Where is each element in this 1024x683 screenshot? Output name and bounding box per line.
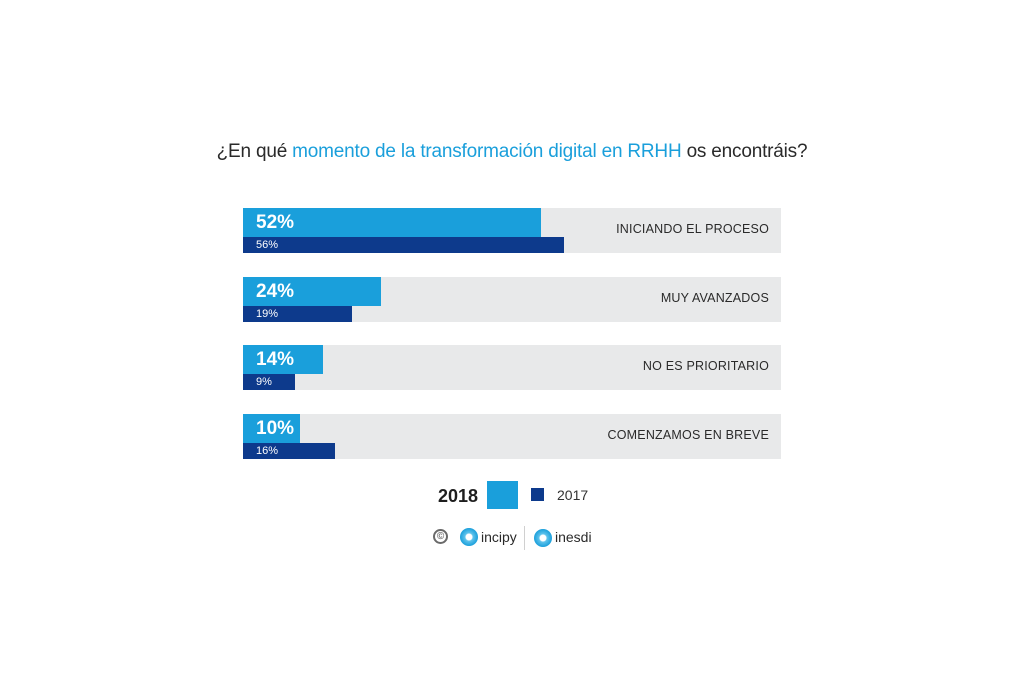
bar-2018: [243, 414, 300, 443]
incipy-logo-icon: [460, 528, 478, 546]
bar-2018: [243, 277, 381, 306]
copyright-icon: ©: [433, 529, 448, 544]
bar-track: [243, 345, 781, 390]
inesdi-logo-text: inesdi: [555, 529, 592, 545]
data-label-2018: 52%: [256, 212, 295, 233]
data-label-2018: 10%: [256, 418, 295, 439]
bar-chart: 52% 56% INICIANDO EL PROCESO 24% 19% MUY AVAN…: [243, 208, 781, 463]
bar-2018: [243, 208, 541, 237]
data-label-2017: 9%: [256, 376, 272, 388]
incipy-logo-text: incipy: [481, 529, 517, 545]
legend-label-2018: 2018: [438, 486, 479, 506]
bar-2017: [243, 443, 335, 459]
category-label: NO ES PRIORITARIO: [642, 359, 769, 373]
data-label-2017: 56%: [256, 239, 279, 251]
bar-2017: [243, 306, 352, 322]
legend-label-2017: 2017: [557, 487, 589, 503]
title-suffix: os encontráis?: [681, 141, 808, 162]
category-label: COMENZAMOS EN BREVE: [607, 428, 769, 442]
bar-2017: [243, 374, 295, 390]
bar-2017: [243, 237, 564, 253]
logo-divider: [524, 526, 525, 550]
data-label-2017: 16%: [256, 445, 279, 457]
category-label: MUY AVANZADOS: [660, 291, 769, 305]
data-label-2018: 14%: [256, 349, 295, 370]
chart-title: ¿En qué momento de la transformación dig…: [0, 141, 1024, 163]
legend-swatch-2017: [531, 488, 544, 501]
legend: 2018 2017: [0, 481, 1024, 511]
inesdi-logo-icon: [534, 529, 552, 547]
bar-2018: [243, 345, 323, 374]
legend-swatch-2018: [487, 481, 518, 509]
title-prefix: ¿En qué: [216, 141, 293, 162]
data-label-2018: 24%: [256, 281, 295, 302]
credits: © incipy inesdi: [0, 526, 1024, 552]
data-label-2017: 19%: [256, 308, 279, 320]
title-highlight: momento de la transformación digital en …: [292, 141, 682, 162]
category-label: INICIANDO EL PROCESO: [616, 222, 769, 236]
